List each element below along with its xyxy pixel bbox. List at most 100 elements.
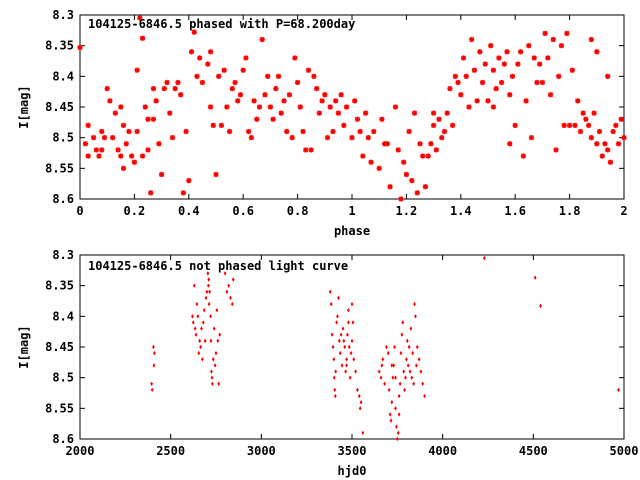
phased-data-point xyxy=(398,196,404,202)
unphased-y-ticks: 8.3 8.35 8.4 8.45 8.5 8.55 8.6 xyxy=(45,248,624,446)
phased-data-point xyxy=(107,98,113,104)
unphased-data-point xyxy=(206,271,210,276)
phased-data-point xyxy=(354,116,361,122)
unphased-x-ticks: 2000 2500 3000 3500 4000 4500 5000 xyxy=(66,255,638,458)
phased-data-point xyxy=(363,110,369,116)
phased-data-point xyxy=(479,79,486,86)
phased-data-point xyxy=(207,49,214,55)
unphased-data-point xyxy=(331,344,335,350)
unphased-data-point xyxy=(379,375,383,380)
unphased-data-point xyxy=(391,375,395,380)
phased-data-point xyxy=(188,49,195,55)
phased-data-point xyxy=(387,184,393,190)
phased-data-point xyxy=(265,73,271,79)
phased-data-point xyxy=(248,135,254,141)
phased-data-point xyxy=(205,61,211,67)
phased-data-point xyxy=(469,36,475,43)
phased-data-point xyxy=(569,67,575,73)
phased-data-point xyxy=(207,104,214,110)
phased-data-point xyxy=(327,104,333,110)
phased-data-point xyxy=(99,128,105,135)
phased-data-point xyxy=(528,135,535,141)
phased-data-point xyxy=(607,159,613,165)
unphased-data-point xyxy=(212,326,216,331)
unphased-data-point xyxy=(339,332,343,337)
phased-data-point xyxy=(477,49,483,55)
phased-data-point xyxy=(534,79,540,86)
unphased-data-point xyxy=(210,381,214,386)
phased-data-point xyxy=(482,61,488,67)
unphased-data-point xyxy=(191,314,194,319)
phased-data-point xyxy=(137,15,143,21)
phased-data-point xyxy=(243,55,249,61)
phased-data-point xyxy=(545,55,551,61)
phased-data-point xyxy=(159,171,165,178)
unphased-data-point xyxy=(194,332,198,337)
unphased-data-point xyxy=(408,369,412,374)
phased-data-point xyxy=(460,55,467,61)
unphased-data-point xyxy=(357,393,361,399)
unphased-data-point xyxy=(347,344,351,350)
phased-data-point xyxy=(240,67,246,73)
unphased-panel: 2000 2500 3000 3500 4000 4500 5000 8.38.358.48… xyxy=(17,248,638,478)
unphased-data-point xyxy=(395,436,399,442)
unphased-x-tick-label: 3000 xyxy=(247,444,276,458)
unphased-data-point xyxy=(211,357,215,362)
unphased-data-point xyxy=(204,295,208,301)
unphased-data-point xyxy=(150,381,154,386)
unphased-data-point xyxy=(196,314,200,319)
unphased-data-point xyxy=(201,320,205,325)
phased-data-point xyxy=(134,67,140,73)
unphased-y-tick-label: 8.35 xyxy=(45,279,74,293)
phased-data-point xyxy=(194,73,200,79)
unphased-data-point xyxy=(402,369,406,374)
phased-data-point xyxy=(237,92,244,98)
phased-data-point xyxy=(539,79,545,86)
phased-data-point xyxy=(311,73,317,79)
phased-data-point xyxy=(224,104,230,110)
unphased-data-point xyxy=(217,381,221,386)
phased-data-point xyxy=(172,86,178,92)
unphased-data-point xyxy=(203,338,207,344)
phased-data-point xyxy=(115,147,121,153)
phased-x-tick-label: 1.8 xyxy=(559,204,581,218)
unphased-data-point xyxy=(381,357,385,362)
unphased-data-point xyxy=(192,283,196,288)
unphased-data-point xyxy=(150,387,154,393)
unphased-data-point xyxy=(350,338,354,344)
unphased-data-point xyxy=(406,363,410,368)
phased-x-tick-label: 1.4 xyxy=(450,204,472,218)
phased-data-point xyxy=(341,122,347,128)
unphased-data-point xyxy=(343,344,347,350)
phased-data-point xyxy=(289,135,295,141)
unphased-data-point xyxy=(210,375,214,380)
phased-data-point xyxy=(101,135,108,141)
phased-data-point xyxy=(153,98,159,104)
phased-data-point xyxy=(499,79,505,86)
unphased-data-point xyxy=(405,357,408,362)
unphased-data-point xyxy=(533,275,537,280)
phased-data-point xyxy=(335,110,341,116)
unphased-data-point xyxy=(342,338,346,344)
unphased-data-point xyxy=(380,363,384,368)
phased-data-point xyxy=(286,92,293,98)
phased-data-point xyxy=(425,153,431,159)
phased-data-point xyxy=(594,49,600,55)
unphased-y-tick-label: 8.6 xyxy=(52,432,74,446)
phased-data-point xyxy=(142,104,148,110)
phased-data-points xyxy=(77,15,627,202)
unphased-data-point xyxy=(335,320,338,325)
phased-data-point xyxy=(123,141,129,147)
phased-data-point xyxy=(246,128,252,135)
phased-data-point xyxy=(591,110,597,116)
unphased-data-point xyxy=(218,332,222,337)
phased-data-point xyxy=(471,67,477,73)
phased-y-axis-title: I[mag] xyxy=(17,85,31,128)
phased-data-point xyxy=(507,141,513,147)
phased-data-point xyxy=(270,116,276,122)
unphased-data-point xyxy=(411,350,415,356)
unphased-data-point xyxy=(213,363,217,368)
phased-data-point xyxy=(104,86,110,92)
phased-x-tick-label: 1.6 xyxy=(504,204,526,218)
